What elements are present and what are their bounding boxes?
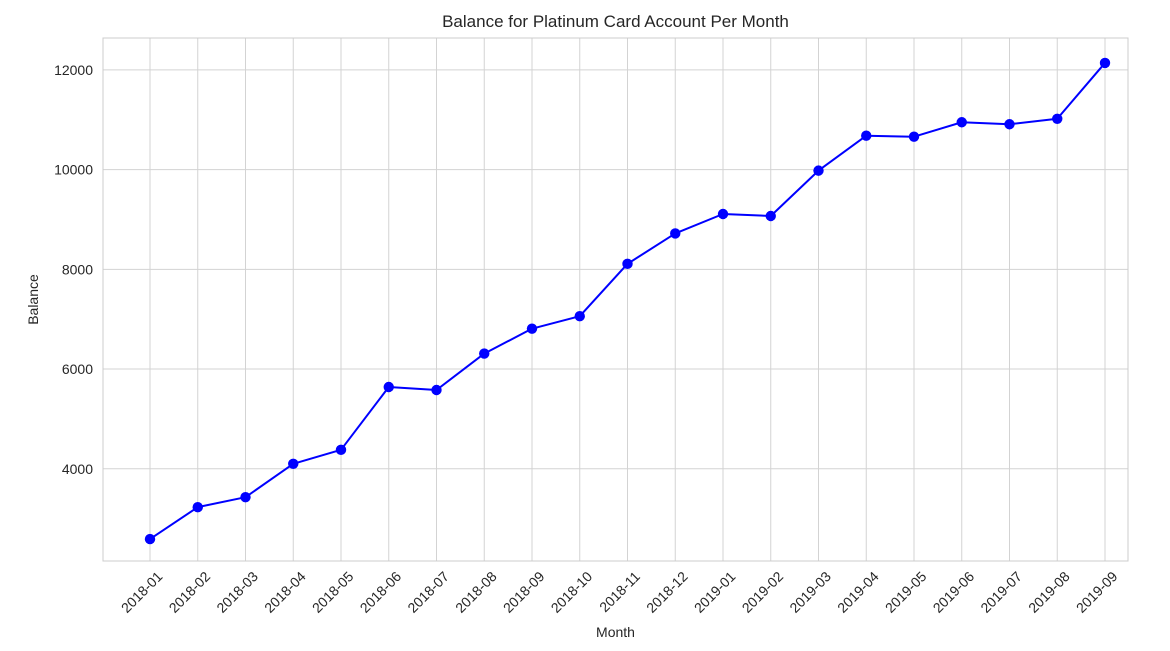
- x-tick-label: 2019-04: [834, 568, 882, 616]
- data-point: [431, 384, 442, 396]
- y-tick-label: 12000: [54, 62, 93, 78]
- data-point: [956, 117, 967, 128]
- data-point: [622, 258, 633, 270]
- data-point: [908, 131, 920, 142]
- x-tick-label: 2018-03: [213, 568, 261, 616]
- x-tick-label: 2019-01: [691, 568, 739, 616]
- x-tick-label: 2019-02: [739, 568, 787, 616]
- x-axis-ticks: 2018-01 2018-02 2018-03 2018-04 2018-05 2018-…: [118, 568, 1121, 616]
- data-point: [670, 228, 681, 239]
- x-tick-label: 2019-05: [882, 568, 930, 616]
- x-axis-title: Month: [596, 624, 635, 640]
- y-tick-label: 6000: [62, 361, 93, 377]
- x-tick-label: 2018-12: [643, 568, 691, 616]
- data-point: [240, 491, 251, 503]
- x-tick-label: 2019-07: [977, 568, 1025, 616]
- data-point: [1052, 113, 1063, 124]
- x-tick-label: 2018-02: [166, 568, 214, 616]
- x-tick-label: 2018-04: [261, 568, 309, 616]
- x-tick-label: 2018-01: [118, 568, 166, 616]
- data-point: [717, 208, 729, 220]
- x-tick-label: 2019-08: [1025, 568, 1073, 616]
- y-tick-label: 4000: [62, 461, 93, 477]
- data-point: [335, 444, 347, 456]
- x-tick-label: 2018-07: [404, 568, 452, 616]
- x-tick-label: 2019-03: [786, 568, 834, 616]
- data-point: [479, 348, 490, 359]
- chart-title: Balance for Platinum Card Account Per Mo…: [442, 12, 789, 31]
- data-point: [1099, 57, 1111, 69]
- y-axis-title: Balance: [25, 274, 41, 325]
- data-point: [192, 501, 203, 513]
- x-tick-label: 2018-10: [548, 568, 596, 616]
- data-point: [526, 323, 538, 334]
- y-tick-label: 10000: [54, 162, 93, 178]
- x-tick-label: 2019-09: [1073, 568, 1121, 616]
- data-point: [574, 311, 585, 322]
- data-point: [765, 210, 776, 222]
- data-point: [861, 130, 872, 141]
- data-point: [288, 458, 299, 469]
- grid-lines: [103, 38, 1128, 561]
- x-tick-label: 2018-05: [309, 568, 357, 616]
- x-tick-label: 2018-06: [357, 568, 405, 616]
- data-point: [813, 165, 824, 176]
- x-tick-label: 2018-08: [452, 568, 500, 616]
- data-point: [144, 533, 156, 545]
- x-tick-label: 2019-06: [930, 568, 978, 616]
- x-tick-label: 2018-09: [500, 568, 548, 616]
- data-point: [1004, 119, 1015, 130]
- x-tick-label: 2018-11: [596, 568, 643, 615]
- data-point: [383, 381, 394, 393]
- y-axis-ticks: 4000 6000 8000 10000 12000: [54, 62, 93, 477]
- plot-area-frame: [102, 37, 1129, 562]
- series-layer: [144, 57, 1111, 545]
- y-tick-label: 8000: [62, 261, 93, 277]
